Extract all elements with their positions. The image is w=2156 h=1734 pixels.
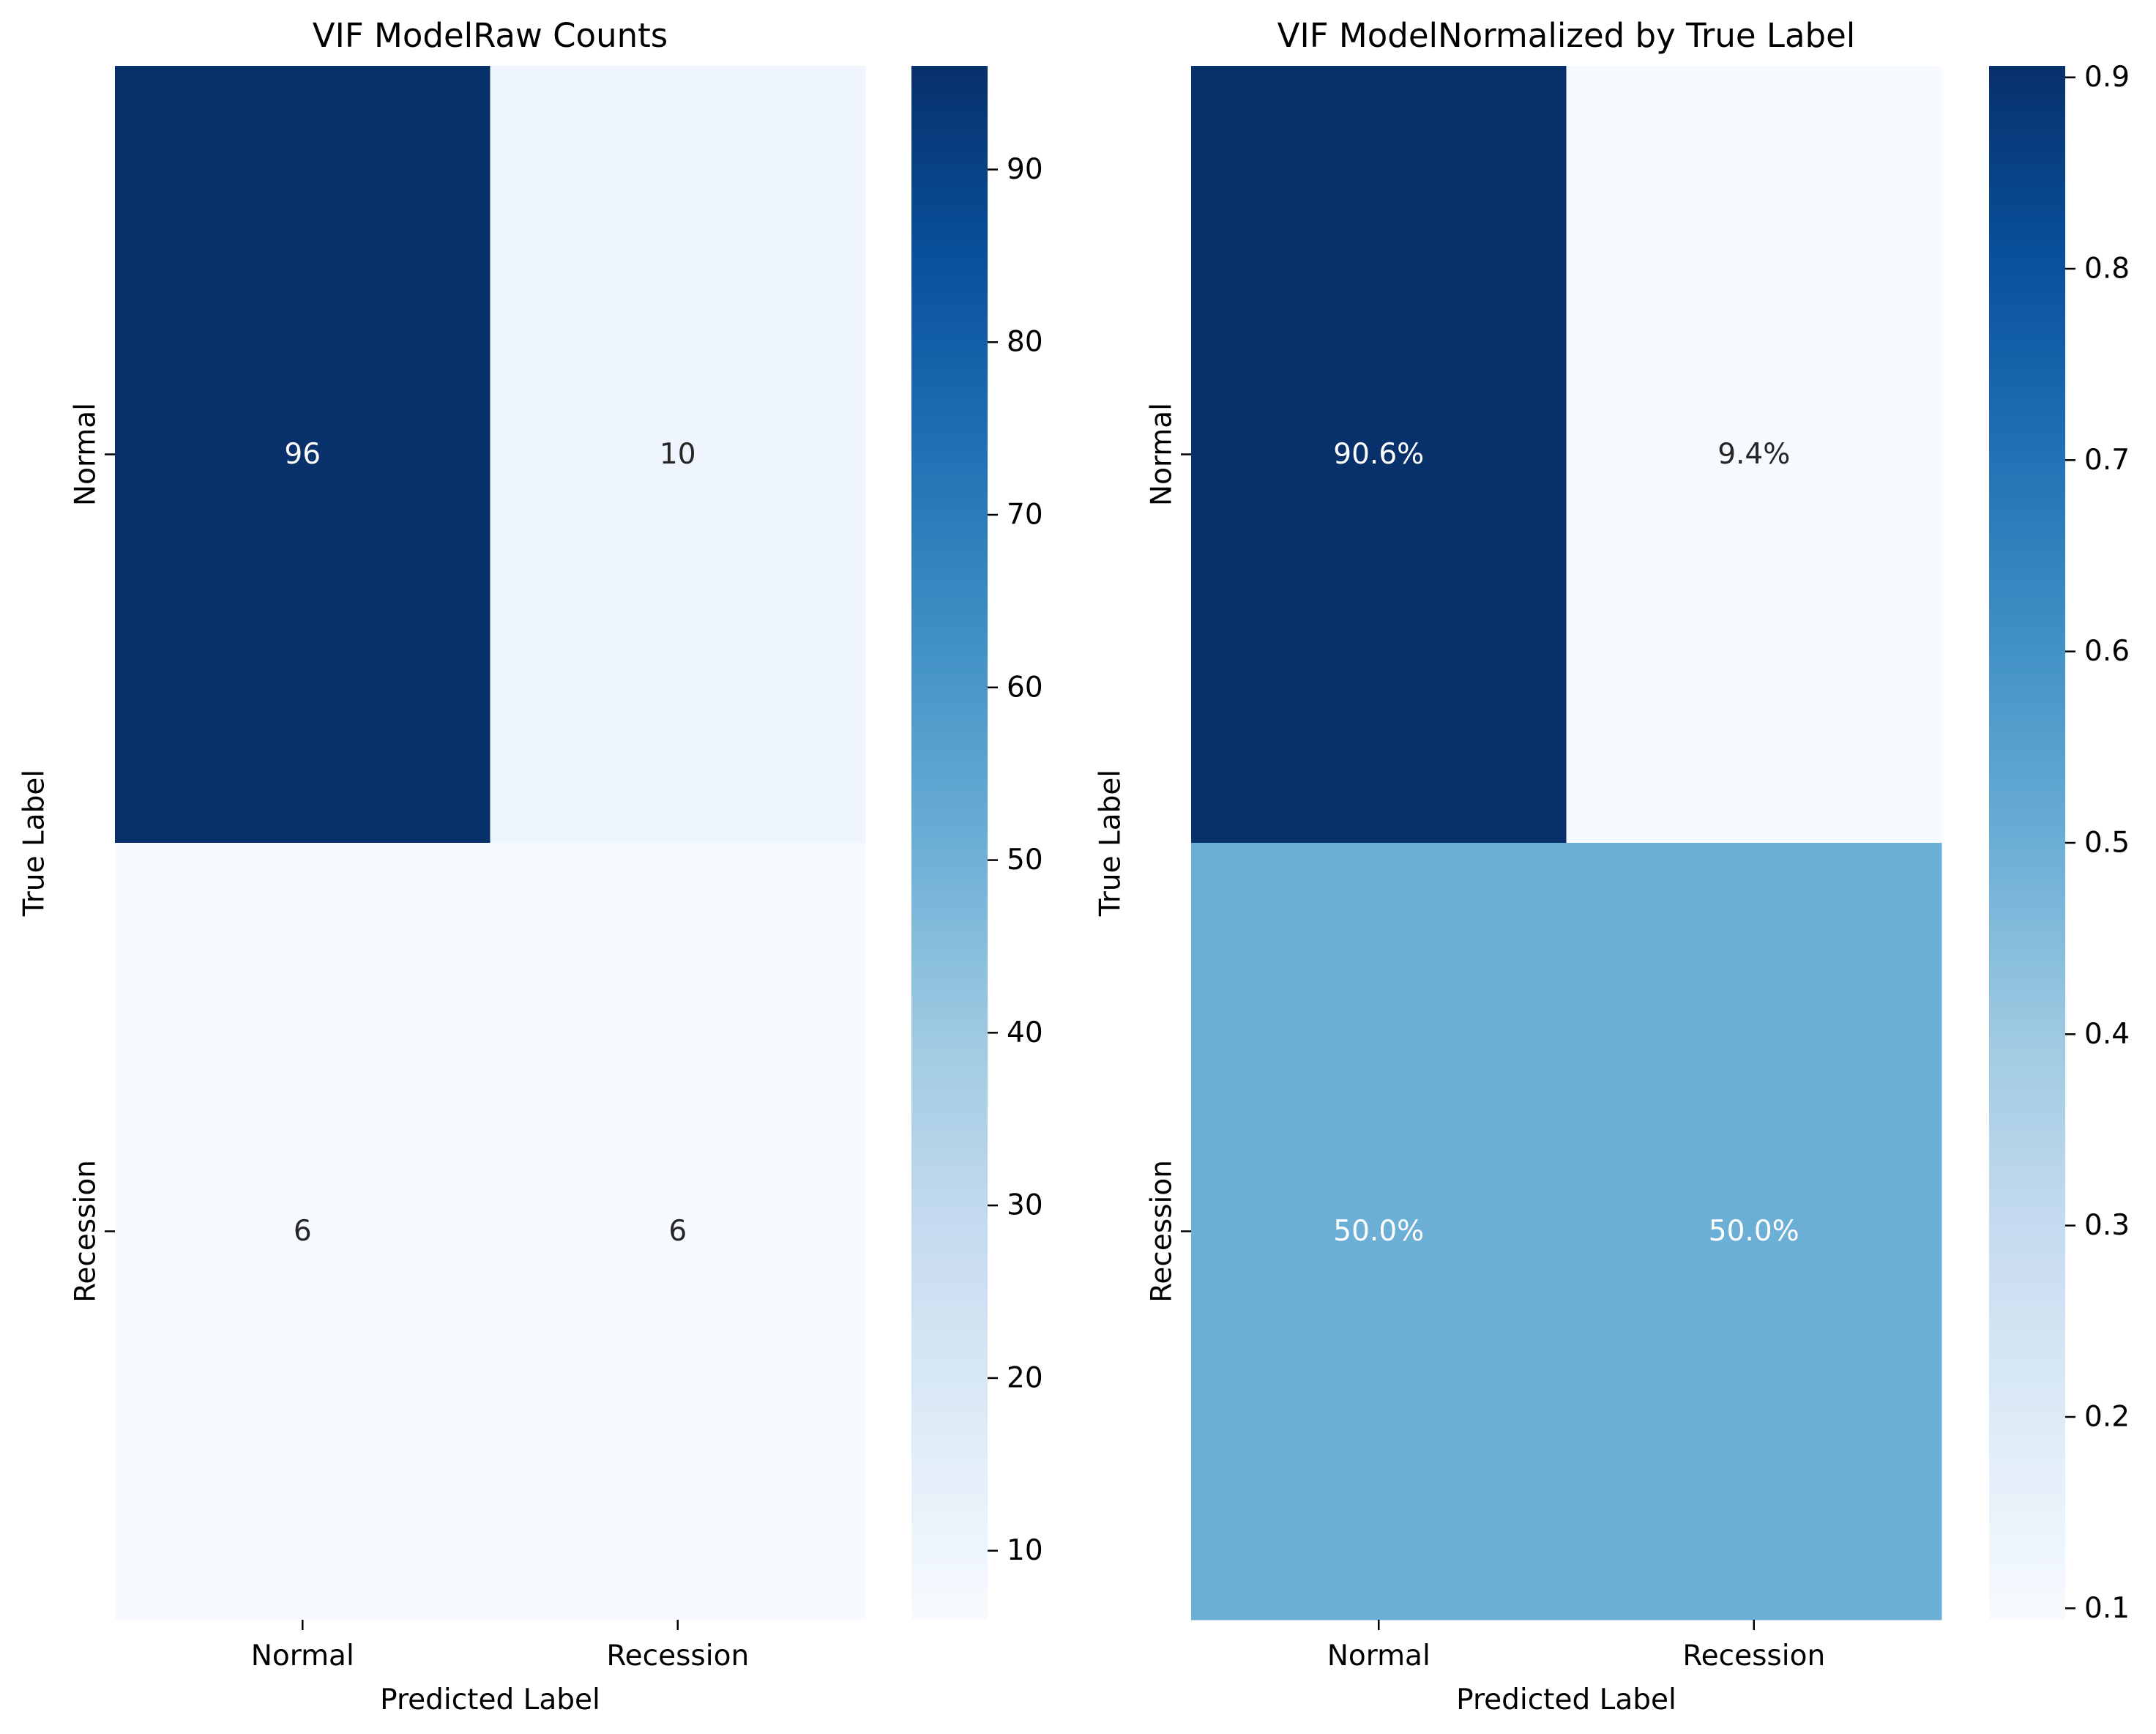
heatmap-cell-1-1 — [1566, 843, 1942, 1620]
colorbar-tick-label: 90 — [1007, 153, 1043, 186]
heatmap-cell-1-1 — [490, 843, 866, 1620]
colorbar-tick-label: 70 — [1007, 499, 1043, 532]
colorbar-tick-label: 0.9 — [2084, 61, 2130, 94]
colorbar — [911, 66, 988, 1620]
heatmap-cell-0-1 — [1566, 66, 1942, 844]
heatmap-cell-1-0 — [115, 843, 490, 1620]
colorbar-tick-label: 40 — [1007, 1016, 1043, 1049]
cell-value-label-0-1: 9.4% — [1717, 438, 1790, 471]
x-tick-label: Normal — [251, 1640, 354, 1672]
x-axis-label: Predicted Label — [1456, 1683, 1676, 1716]
heatmap-cell-0-0 — [115, 66, 490, 844]
y-tick-label: Recession — [70, 1160, 102, 1303]
heatmap-cell-0-1 — [490, 66, 866, 844]
heatmap-cell-1-0 — [1191, 843, 1567, 1620]
cell-value-label-1-0: 50.0% — [1333, 1215, 1424, 1248]
chart-title: VIF ModelNormalized by True Label — [1277, 16, 1856, 55]
x-tick-label: Recession — [1682, 1640, 1825, 1672]
x-tick-label: Normal — [1327, 1640, 1431, 1672]
cell-value-label-1-0: 6 — [294, 1215, 312, 1248]
colorbar-tick-label: 0.1 — [2084, 1592, 2130, 1625]
cell-value-label-0-0: 96 — [284, 438, 321, 471]
colorbar-tick-label: 0.2 — [2084, 1400, 2130, 1433]
y-tick-label: Recession — [1146, 1160, 1179, 1303]
heatmap-panel-2: 90.6% 9.4% 50.0% 50.0% VIF ModelNormalized b… — [1094, 16, 2130, 1716]
colorbar — [1989, 66, 2065, 1620]
colorbar-tick-label: 0.6 — [2084, 635, 2130, 668]
cell-value-label-0-0: 90.6% — [1333, 438, 1424, 471]
cell-value-label-1-1: 6 — [668, 1215, 687, 1248]
x-tick-label: Recession — [606, 1640, 749, 1672]
colorbar-tick-label: 20 — [1007, 1361, 1043, 1394]
cell-value-label-1-1: 50.0% — [1709, 1215, 1799, 1248]
heatmap-cell-0-0 — [1191, 66, 1567, 844]
colorbar-tick-label: 0.3 — [2084, 1209, 2130, 1242]
colorbar-tick-label: 80 — [1007, 326, 1043, 359]
colorbar-tick-label: 30 — [1007, 1189, 1043, 1222]
colorbar-tick-label: 0.7 — [2084, 444, 2130, 477]
colorbar-tick-label: 0.5 — [2084, 827, 2130, 860]
cell-value-label-0-1: 10 — [660, 438, 696, 471]
colorbar-tick-label: 60 — [1007, 671, 1043, 704]
colorbar-tick-label: 0.4 — [2084, 1018, 2130, 1051]
y-axis-label: True Label — [18, 770, 51, 917]
heatmap-panel-1: 96 10 6 6 VIF ModelRaw Counts Normal Recession… — [18, 16, 1043, 1716]
colorbar-tick-label: 0.8 — [2084, 253, 2130, 286]
x-axis-label: Predicted Label — [380, 1683, 600, 1716]
y-tick-label: Normal — [70, 403, 102, 506]
y-tick-label: Normal — [1146, 403, 1179, 506]
colorbar-tick-label: 50 — [1007, 844, 1043, 877]
y-axis-label: True Label — [1094, 770, 1127, 917]
colorbar-tick-label: 10 — [1007, 1534, 1043, 1567]
chart-title: VIF ModelRaw Counts — [313, 16, 668, 55]
